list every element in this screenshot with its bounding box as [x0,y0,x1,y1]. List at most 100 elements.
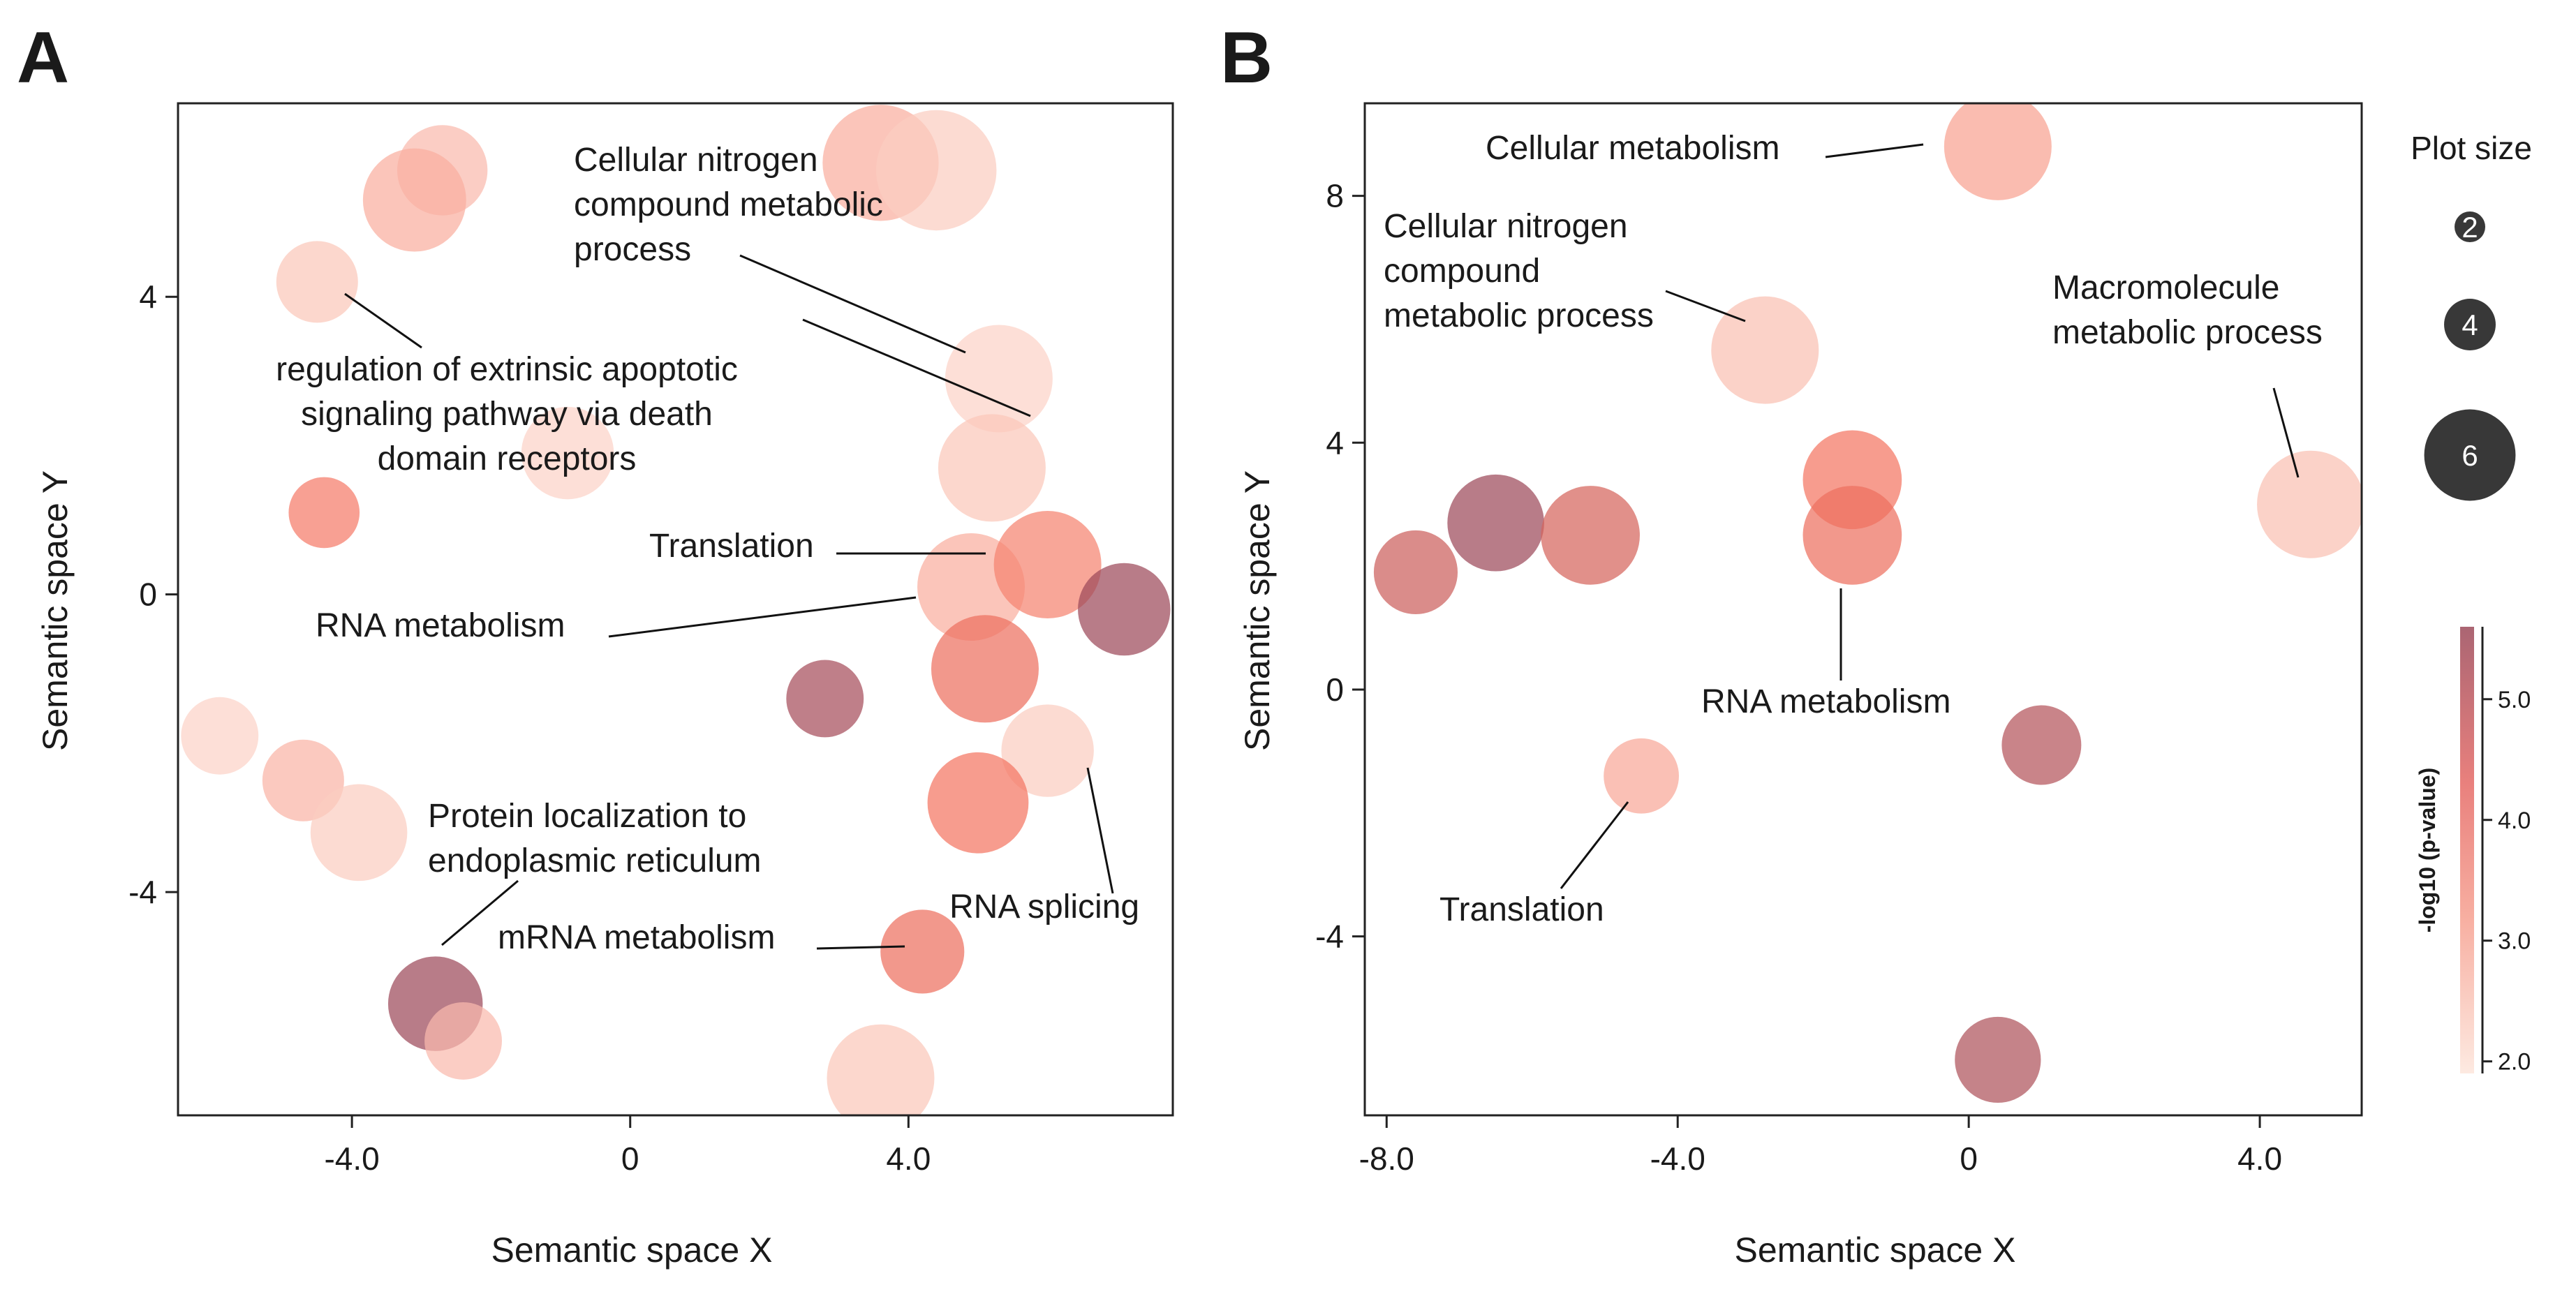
panel-b-bubble-6 [1447,474,1544,572]
panel-a-annotation-0: Cellular nitrogen compound metabolic proce… [574,142,883,268]
panel-b-bubble-7 [1541,486,1640,585]
panel-a-annotation-4: Protein localization to endoplasmic retic… [428,798,762,879]
panel-b-leader-lines [1560,143,2300,889]
panel-b-x-tick-label-1: -4.0 [1650,1140,1705,1177]
panel-b-annotation-0: Cellular metabolism [1486,130,1779,167]
panel-a-bubble-1 [362,148,466,252]
panel-a-leader-line-3-0 [608,596,917,638]
panel-a-leader-line-1-0 [344,292,422,349]
panel-a-bubble-18 [310,784,408,882]
panel-b-y-tick-label-1: 4 [1326,424,1344,461]
size-legend: Plot size 2 4 6 [2411,130,2532,501]
panel-a-bubble-14 [1001,704,1094,797]
size-legend-label-2: 2 [2462,211,2478,244]
size-legend-label-6: 6 [2462,439,2478,472]
panel-a-y-tick-label-0: 4 [139,278,157,315]
panel-a-bubble-12 [786,660,864,738]
panel-a-annotation-5: mRNA metabolism [498,919,775,956]
panel-b-y-tick-label-3: -4 [1315,919,1344,955]
panel-a-bubble-16 [181,697,259,775]
pvalue-colorbar: 5.0 4.0 3.0 2.0 -log10 (p-value) [2415,627,2531,1076]
panel-b-bubble-8 [2001,705,2082,785]
panel-b-plot: Cellular metabolism Cellular nitrogen comp… [1238,102,2363,1270]
panel-b-x-tick-label-3: 4.0 [2237,1140,2282,1177]
panel-a-bubble-8 [288,477,360,549]
panel-b-annotation-2: Macromolecule metabolic process [2052,269,2323,351]
size-legend-circle-6 [2424,409,2516,501]
panel-b-x-axis-title: Semantic space X [1735,1230,2016,1270]
panel-a-x-tick-label-2: 4.0 [886,1140,931,1177]
panel-b-bubble-1 [1711,296,1819,404]
panel-b-annotation-1: Cellular nitrogen compound metabolic proce… [1384,208,1654,334]
panel-a-bubble-5 [945,325,1053,433]
colorbar-gradient [2460,627,2474,1073]
panel-a-bubble-2 [276,241,358,323]
panel-a-y-axis-ticks: 4 0 -4 [128,278,178,910]
size-legend-title: Plot size [2411,130,2532,166]
panel-b-bubble-0 [1944,103,2052,200]
panel-b-bubbles [1373,103,2362,1103]
panel-a-bubble-21 [424,1002,503,1080]
panel-letter-a: A [17,17,69,98]
panel-a-bubble-13 [931,615,1039,723]
panel-a-annotation-2: Translation [649,528,814,565]
panel-a-x-tick-label-0: -4.0 [324,1140,379,1177]
panel-b-bubble-10 [1955,1016,2041,1103]
panel-b-x-tick-label-2: 0 [1960,1140,1978,1177]
panel-a-y-tick-label-1: 0 [139,577,157,613]
panel-a-bubble-4 [875,110,997,231]
colorbar-tick-label-1: 4.0 [2498,808,2531,834]
colorbar-tick-label-2: 3.0 [2498,928,2531,955]
panel-a-plot: Cellular nitrogen compound metabolic proce… [36,102,1174,1270]
panel-a-leader-line-0-0 [739,254,966,354]
panel-a-bubble-6 [938,414,1046,522]
colorbar-title: -log10 (p-value) [2415,768,2440,932]
panel-b-plot-frame [1363,102,2363,1117]
panel-a-annotation-6: RNA splicing [949,888,1139,925]
panel-b-bubble-4 [1803,486,1902,585]
colorbar-tick-label-3: 2.0 [2498,1049,2531,1076]
panel-a-bubble-7 [521,406,614,500]
panel-b-annotations: Cellular metabolism Cellular nitrogen comp… [1384,130,2323,928]
panel-b-bubble-2 [2257,450,2362,558]
panel-b-y-axis-ticks: 8 4 0 -4 [1315,178,1365,955]
panel-a-bubbles [181,105,1171,1115]
panel-b-y-axis-title: Semantic space Y [1238,470,1277,751]
size-legend-circle-2 [2455,211,2485,242]
panel-b-x-axis-ticks: -8.0 -4.0 0 4.0 [1359,1115,2282,1177]
panel-a-y-tick-label-2: -4 [128,874,157,910]
panel-b-leader-line-0-0 [1825,143,1924,158]
panel-a-bubble-10 [993,511,1102,619]
panel-b-leader-line-2-0 [2272,387,2300,478]
panel-a-leader-line-4-0 [441,879,519,946]
panel-b-y-tick-label-2: 0 [1326,671,1344,708]
panel-a-plot-frame [177,102,1174,1117]
panel-a-bubble-22 [827,1024,935,1115]
panel-a-y-axis-title: Semantic space Y [36,470,75,751]
panel-a-x-axis-ticks: -4.0 0 4.0 [324,1115,931,1177]
panel-a-leader-line-5-0 [816,945,905,950]
panel-a-annotation-1: regulation of extrinsic apoptotic signali… [276,351,738,477]
panel-a-bubble-15 [927,752,1029,854]
panel-a-annotation-3: RNA metabolism [316,607,565,644]
panel-a-leader-line-0-1 [802,318,1031,417]
size-legend-label-4: 4 [2462,308,2478,341]
panel-b-y-tick-label-0: 8 [1326,178,1344,214]
colorbar-tick-label-0: 5.0 [2498,687,2531,713]
panel-letter-b: B [1220,17,1273,98]
panel-b-x-tick-label-0: -8.0 [1359,1140,1414,1177]
panel-a-annotations: Cellular nitrogen compound metabolic proce… [276,142,1139,956]
panel-b-bubble-5 [1373,530,1458,615]
panel-b-leader-line-4-0 [1560,801,1629,889]
panel-b-annotation-4: Translation [1439,891,1604,928]
panel-a-leader-lines [344,254,1114,950]
panel-b-leader-line-1-0 [1665,290,1746,322]
panel-a-leader-line-6-0 [1086,767,1114,894]
panel-a-x-tick-label-1: 0 [621,1140,639,1177]
panel-b-bubble-9 [1604,738,1679,814]
size-legend-circle-4 [2444,299,2496,350]
panel-a-x-axis-title: Semantic space X [491,1230,773,1270]
panel-a-bubble-11 [1078,563,1171,656]
panel-a-bubble-19 [880,909,965,994]
